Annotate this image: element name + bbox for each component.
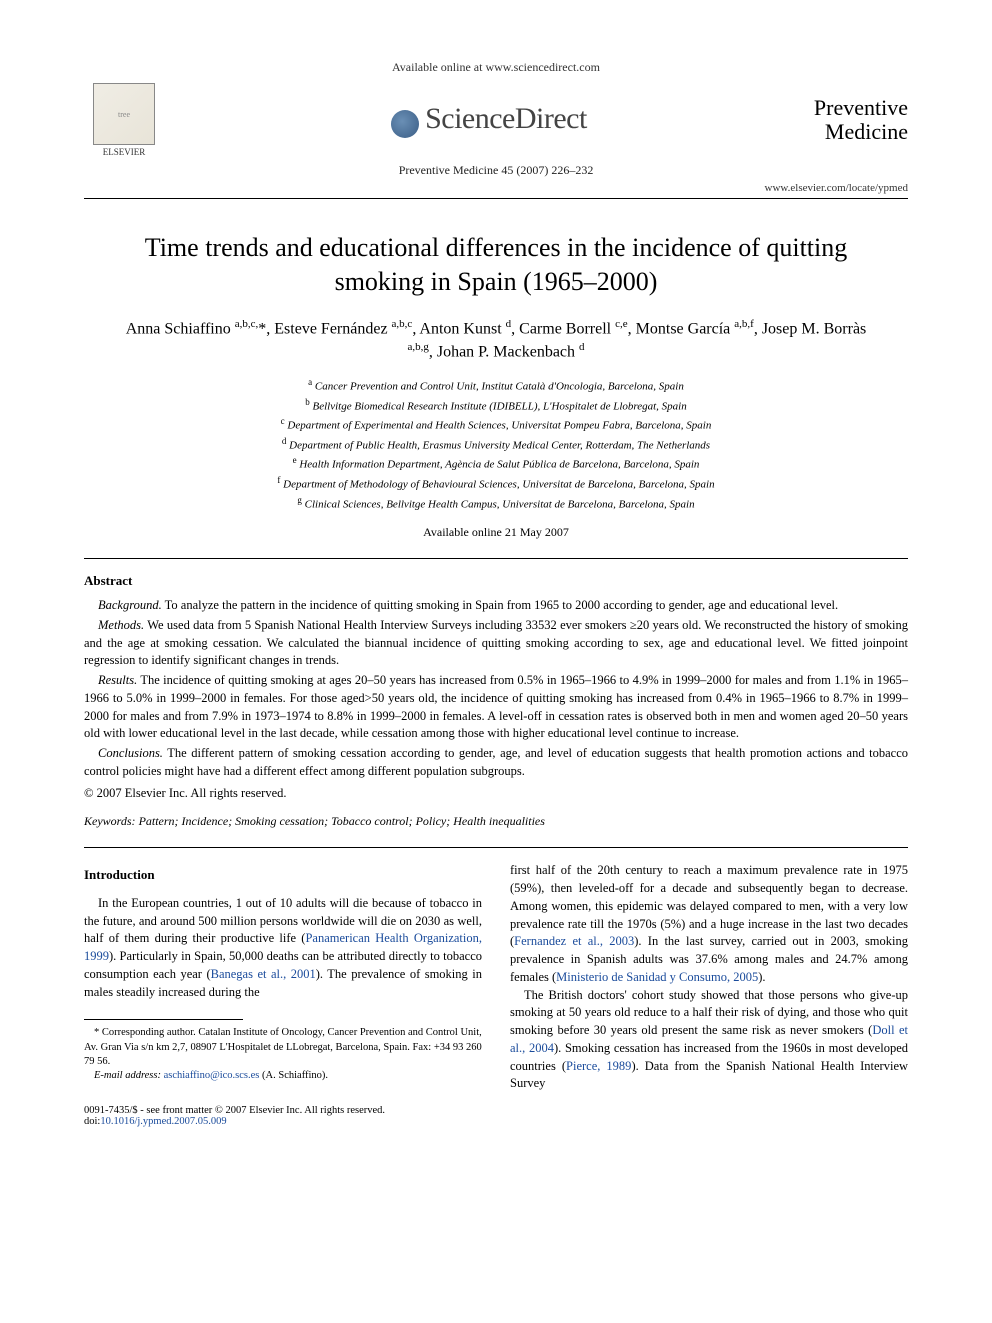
affiliation: d Department of Public Health, Erasmus U… [84,435,908,455]
abstract-conclusions: Conclusions. The different pattern of sm… [84,745,908,781]
header-row: tree ELSEVIER ScienceDirect Preventive M… [84,83,908,157]
affiliation: e Health Information Department, Agència… [84,454,908,474]
column-right: first half of the 20th century to reach … [510,862,908,1093]
keywords: Keywords: Pattern; Incidence; Smoking ce… [84,814,908,829]
ref-pierce[interactable]: Pierce, 1989 [566,1059,631,1073]
intro-paragraph-1-cont: first half of the 20th century to reach … [510,862,908,986]
journal-url: www.elsevier.com/locate/ypmed [84,182,908,194]
methods-text: We used data from 5 Spanish National Hea… [84,618,908,668]
elsevier-tree-icon: tree [93,83,155,145]
email-who: (A. Schiaffino). [262,1070,328,1081]
available-online-text: Available online at www.sciencedirect.co… [84,60,908,75]
sciencedirect-brand: ScienceDirect [391,102,587,138]
doi-link[interactable]: 10.1016/j.ypmed.2007.05.009 [100,1116,226,1127]
background-label: Background. [98,598,162,612]
rule-above-abstract [84,558,908,559]
affiliation: g Clinical Sciences, Bellvitge Health Ca… [84,494,908,514]
doi-line: doi:10.1016/j.ypmed.2007.05.009 [84,1116,908,1127]
journal-title-line2: Medicine [814,120,908,144]
sciencedirect-icon [391,110,419,138]
intro-paragraph-2: The British doctors' cohort study showed… [510,987,908,1094]
affiliation: b Bellvitge Biomedical Research Institut… [84,396,908,416]
abstract-results: Results. The incidence of quitting smoki… [84,672,908,743]
copyright: © 2007 Elsevier Inc. All rights reserved… [84,785,908,803]
footer-front-matter: 0091-7435/$ - see front matter © 2007 El… [84,1105,908,1116]
journal-header: Available online at www.sciencedirect.co… [84,60,908,199]
corresponding-author-footnote: * Corresponding author. Catalan Institut… [84,1026,482,1083]
email-line: E-mail address: aschiaffino@ico.scs.es (… [84,1069,482,1083]
journal-title: Preventive Medicine [814,96,908,144]
methods-label: Methods. [98,618,144,632]
intro-paragraph-1: In the European countries, 1 out of 10 a… [84,895,482,1002]
abstract-heading: Abstract [84,573,908,589]
abstract-body: Background. To analyze the pattern in th… [84,597,908,802]
affiliations: a Cancer Prevention and Control Unit, In… [84,376,908,513]
keywords-label: Keywords: [84,814,136,828]
introduction-heading: Introduction [84,866,482,884]
results-label: Results. [98,673,137,687]
elsevier-logo: tree ELSEVIER [84,83,164,157]
results-text: The incidence of quitting smoking at age… [84,673,908,740]
publisher-name: ELSEVIER [84,147,164,157]
author-list: Anna Schiaffino a,b,c,*, Esteve Fernánde… [114,317,878,364]
sciencedirect-text: ScienceDirect [425,102,587,135]
background-text: To analyze the pattern in the incidence … [162,598,838,612]
page: Available online at www.sciencedirect.co… [0,0,992,1167]
footnote-separator [84,1019,243,1020]
citation-line: Preventive Medicine 45 (2007) 226–232 [84,163,908,178]
conclusions-text: The different pattern of smoking cessati… [84,746,908,778]
header-rule [84,198,908,199]
ref-fernandez[interactable]: Fernandez et al., 2003 [514,934,634,948]
column-left: Introduction In the European countries, … [84,862,482,1093]
article-title: Time trends and educational differences … [124,231,868,299]
journal-title-line1: Preventive [814,96,908,120]
abstract-background: Background. To analyze the pattern in th… [84,597,908,615]
affiliation: f Department of Methodology of Behaviour… [84,474,908,494]
email-address[interactable]: aschiaffino@ico.scs.es [161,1070,262,1081]
body-columns: Introduction In the European countries, … [84,862,908,1093]
conclusions-label: Conclusions. [98,746,163,760]
abstract-methods: Methods. We used data from 5 Spanish Nat… [84,617,908,670]
corresponding-author-text: * Corresponding author. Catalan Institut… [84,1026,482,1069]
affiliation: c Department of Experimental and Health … [84,415,908,435]
ref-ministerio[interactable]: Ministerio de Sanidad y Consumo, 2005 [556,970,758,984]
doi-label: doi: [84,1116,100,1127]
ref-banegas[interactable]: Banegas et al., 2001 [211,967,316,981]
keywords-list: Pattern; Incidence; Smoking cessation; T… [136,814,545,828]
available-date: Available online 21 May 2007 [84,525,908,540]
affiliation: a Cancer Prevention and Control Unit, In… [84,376,908,396]
email-label: E-mail address: [94,1070,161,1081]
rule-below-keywords [84,847,908,848]
